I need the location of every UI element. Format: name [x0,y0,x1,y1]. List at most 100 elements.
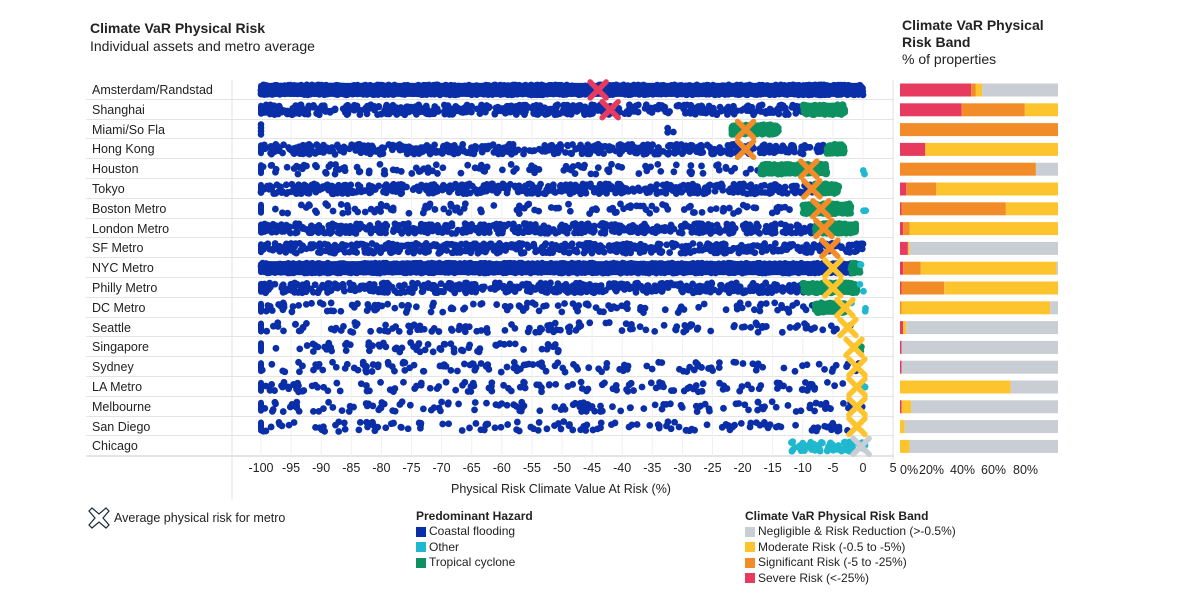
asset-point [465,83,473,91]
asset-point [567,149,574,157]
asset-point [577,141,584,149]
asset-point [286,145,294,153]
asset-point [393,166,401,174]
row-divider [86,395,894,397]
asset-point [396,146,404,154]
asset-point [749,90,757,98]
asset-point [619,186,627,194]
asset-point [515,90,523,97]
asset-cluster [258,82,264,97]
metro-label: Singapore [92,340,149,355]
asset-point [722,163,730,171]
asset-point [836,81,844,89]
asset-point [392,188,400,195]
asset-point [647,142,655,150]
asset-point [493,189,501,197]
asset-point [718,180,725,188]
asset-point [564,141,571,149]
asset-point [767,126,775,133]
asset-point [283,163,291,171]
asset-point [582,84,589,92]
asset-point [414,82,422,90]
asset-point [316,107,324,115]
asset-point [833,103,841,111]
asset-point [480,144,488,152]
asset-point [796,82,804,90]
asset-point [535,207,543,215]
asset-point [627,202,634,210]
asset-point [484,87,492,95]
asset-point [419,209,427,217]
asset-point [366,150,374,158]
asset-point [425,189,433,197]
asset-point [699,169,707,177]
row-divider [86,217,894,219]
asset-point [750,204,758,212]
asset-point [377,200,385,208]
asset-point [295,220,303,228]
asset-point [756,149,764,157]
asset-point [358,145,366,153]
asset-point [801,104,809,112]
asset-point [646,187,653,195]
asset-point [272,165,280,173]
asset-point [408,170,416,177]
asset-point [713,162,720,169]
asset-point [672,161,680,169]
asset-point [367,188,375,196]
asset-point [551,88,559,96]
asset-point [674,145,681,153]
asset-point [665,149,673,157]
asset-point [329,207,337,215]
asset-point [520,204,528,212]
asset-point [784,83,792,90]
asset-point [747,229,755,237]
asset-point [655,146,663,154]
asset-point [747,185,755,193]
asset-point [470,150,478,158]
asset-point [814,142,822,150]
asset-point [521,146,528,154]
metro-label: NYC Metro [92,261,154,276]
asset-point [799,201,807,209]
asset-point [434,108,442,115]
asset-point [741,224,749,232]
asset-point [324,202,332,209]
asset-point [664,205,672,213]
row-divider [86,277,894,278]
asset-point [464,161,472,169]
asset-point [709,106,717,113]
row-divider [86,455,894,457]
asset-point [279,209,286,217]
asset-point [440,83,448,91]
asset-point [841,105,848,113]
asset-point [375,102,383,110]
asset-point [667,227,674,235]
asset-point [758,188,766,196]
asset-point [768,189,776,196]
asset-point [462,186,470,194]
asset-point [460,204,468,212]
asset-point [529,188,537,196]
asset-cluster [258,181,264,196]
asset-point [477,161,485,169]
row-divider [86,415,894,417]
asset-point [290,90,298,98]
asset-point [794,167,802,174]
asset-point [429,167,436,175]
asset-point [561,83,569,91]
asset-point [409,186,417,194]
asset-point [717,148,724,156]
asset-point [468,102,476,110]
asset-point [318,185,326,193]
asset-point [678,188,686,196]
asset-point [447,200,455,208]
asset-point [288,110,296,118]
chart-subtitle: Individual assets and metro average [90,38,315,54]
asset-point [537,109,545,116]
asset-point [762,87,770,95]
asset-point [292,102,300,110]
asset-cluster [258,102,264,117]
asset-point [565,200,572,208]
asset-point [634,184,642,192]
